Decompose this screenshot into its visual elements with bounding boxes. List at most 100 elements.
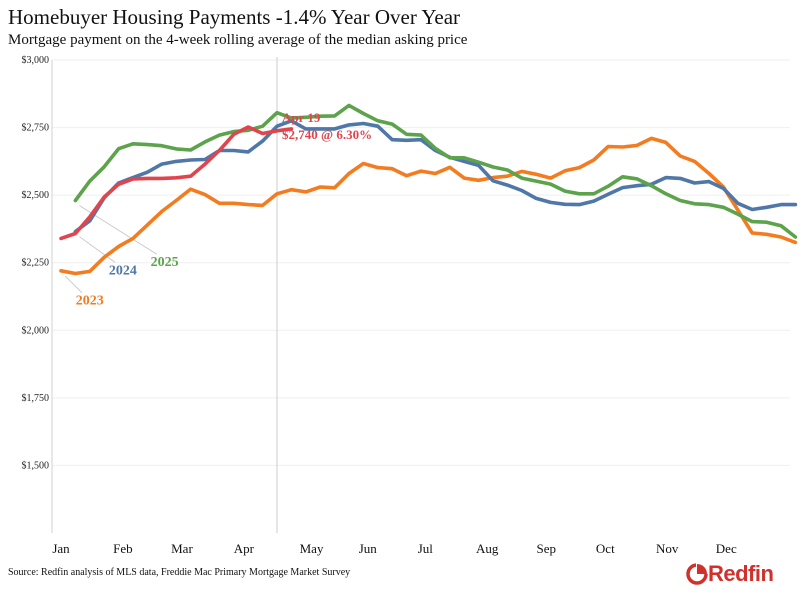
data-point-2023 (635, 144, 639, 147)
series-labels: 2023 2024 2025 (76, 255, 179, 308)
data-point-2025 (463, 156, 466, 159)
data-point-2025 (535, 180, 538, 183)
data-point-2024 (751, 208, 754, 211)
data-point-2025 (376, 119, 379, 122)
y-tick-label: $2,500 (22, 190, 50, 201)
data-point-2023 (419, 170, 423, 173)
x-axis: Jan Feb Mar Apr May Jun Jul Aug Sep Oct Nov Dec (52, 541, 737, 556)
data-point-2025 (434, 147, 437, 150)
data-point-2025-red (88, 215, 91, 218)
data-point-2025 (203, 140, 207, 143)
data-point-2024 (391, 138, 394, 141)
data-point-2024 (290, 119, 293, 122)
data-point-2025 (175, 147, 178, 150)
data-point-2024 (419, 138, 423, 141)
data-point-2025 (491, 165, 495, 169)
data-point-2025-red (218, 149, 221, 152)
data-point-2024 (736, 202, 739, 205)
data-point-2025-red (146, 177, 149, 180)
data-point-2024 (535, 197, 538, 200)
data-point-2024 (275, 125, 279, 128)
data-point-2024 (304, 127, 307, 130)
x-tick-label-oct: Oct (596, 541, 615, 556)
data-point-2024 (477, 164, 480, 167)
data-point-2023 (103, 256, 106, 259)
y-tick-label: $3,000 (22, 55, 50, 66)
data-point-2025-red (59, 237, 63, 240)
data-point-2024 (146, 171, 149, 174)
data-point-2024 (203, 158, 207, 161)
data-point-2023 (391, 167, 394, 170)
data-point-2024 (664, 176, 667, 179)
data-point-2025 (74, 199, 77, 202)
redfin-logo-text: Redfin (708, 561, 774, 586)
y-tick-label: $1,500 (22, 460, 50, 471)
data-point-2023 (175, 199, 178, 202)
data-point-2024 (232, 149, 235, 152)
redfin-logo: Redfin (686, 561, 774, 587)
annotation: Apr 19 $2,740 @ 6.30% (282, 110, 372, 142)
data-point-2023 (592, 158, 595, 162)
data-point-2025 (722, 206, 725, 209)
data-point-2023 (362, 162, 365, 165)
redfin-logo-icon (686, 563, 708, 585)
data-point-2023 (693, 160, 696, 163)
line-chart: $1,500 $1,750 $2,000 $2,250 $2,500 $2,750 $3,0… (22, 55, 798, 556)
data-point-2025 (218, 134, 221, 137)
data-point-2025 (650, 184, 653, 187)
x-tick-label-apr: Apr (234, 541, 255, 556)
data-point-2024 (679, 177, 682, 180)
data-point-2023 (203, 193, 207, 196)
x-tick-label-nov: Nov (656, 541, 679, 556)
y-tick-label: $2,250 (22, 258, 50, 269)
series-layer (59, 103, 798, 276)
data-point-2025 (621, 175, 624, 178)
data-point-2025 (189, 148, 192, 152)
y-axis: $1,500 $1,750 $2,000 $2,250 $2,500 $2,750 $3,0… (22, 55, 50, 471)
x-tick-label-jun: Jun (359, 541, 378, 556)
data-point-2025 (117, 147, 120, 150)
data-point-2024 (175, 160, 178, 163)
x-tick-label-jul: Jul (418, 541, 434, 556)
data-point-2025-red (189, 175, 192, 178)
data-point-2023 (563, 169, 567, 172)
data-point-2025-red (247, 125, 250, 129)
data-point-2024 (520, 189, 523, 192)
chart-title: Homebuyer Housing Payments -1.4% Year Ov… (8, 5, 461, 29)
data-point-2024 (333, 127, 336, 130)
data-point-2025 (261, 125, 264, 128)
data-point-2023 (607, 145, 610, 148)
data-point-2023 (146, 223, 149, 226)
data-point-2025-red (203, 163, 207, 166)
data-point-2025 (520, 177, 523, 180)
data-point-2023 (779, 235, 783, 239)
data-point-2025 (448, 156, 451, 159)
source-note: Source: Redfin analysis of MLS data, Fre… (8, 567, 351, 578)
data-point-2023 (477, 179, 480, 182)
data-point-2025-red (131, 177, 135, 180)
data-point-2025-red (261, 132, 264, 135)
data-point-2023 (88, 270, 91, 273)
data-point-2024 (707, 180, 711, 183)
annotation-line-1: Apr 19 (282, 110, 321, 125)
data-point-2025 (88, 180, 91, 183)
data-point-2025-red (160, 177, 163, 180)
y-tick-label: $1,750 (22, 393, 50, 404)
data-point-2023 (506, 175, 509, 178)
data-point-2025 (347, 104, 351, 107)
data-point-2024 (621, 186, 624, 189)
data-point-2023 (765, 233, 768, 236)
data-point-2025 (131, 142, 135, 145)
annotation-line-2: $2,740 @ 6.30% (282, 127, 372, 142)
data-point-2023 (376, 166, 379, 169)
data-point-2023 (463, 177, 466, 180)
data-point-2023 (794, 241, 797, 244)
data-point-2024 (794, 203, 797, 206)
leader-line-2024 (79, 236, 116, 263)
data-point-2025 (578, 192, 581, 195)
data-point-2023 (448, 166, 451, 169)
data-point-2025 (477, 161, 480, 164)
data-point-2023 (275, 192, 279, 195)
data-point-2024 (635, 184, 639, 187)
data-point-2024 (491, 179, 495, 182)
